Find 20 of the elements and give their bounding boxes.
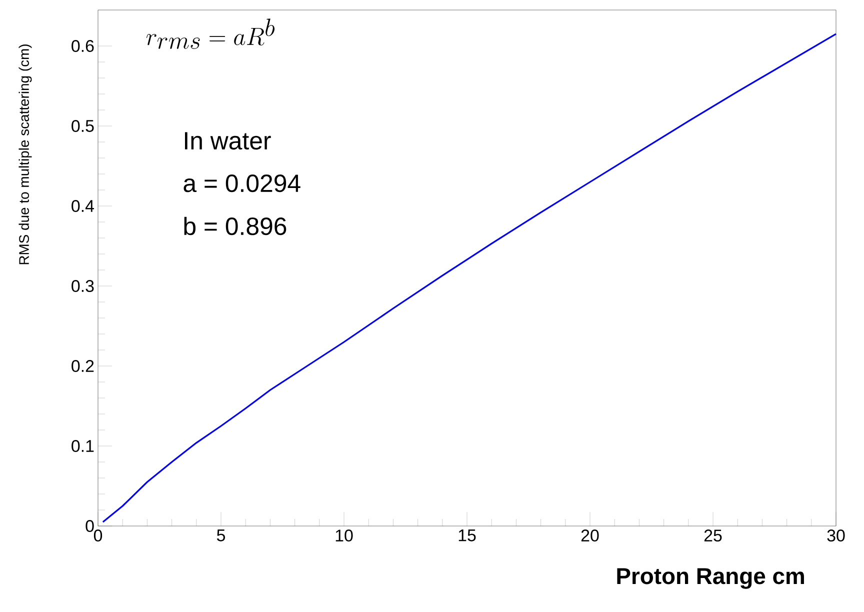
x-tick-label: 30	[827, 530, 845, 542]
x-tick-label: 5	[216, 530, 225, 542]
y-tick-label: 0.2	[72, 360, 94, 372]
x-tick-label: 10	[336, 530, 353, 542]
y-tick-label: 0.3	[72, 280, 94, 292]
y-tick-label: 0.1	[72, 440, 94, 452]
y-axis-title: RMS due to multiple scattering (cm)	[18, 44, 32, 264]
x-tick-label: 20	[581, 530, 599, 542]
y-tick-label: 0.6	[72, 40, 94, 52]
y-tick-label: 0.5	[72, 120, 94, 132]
annotation: $r_{rms} = aR^b$	[146, 18, 275, 49]
annotation: a = 0.0294	[184, 174, 300, 192]
annotation: In water	[185, 132, 271, 150]
x-tick-label: 15	[458, 530, 476, 542]
annotation: b = 0.896	[184, 216, 286, 236]
x-tick-label: 0	[94, 530, 102, 542]
y-tick-label: 0.4	[72, 200, 94, 212]
y-tick-label: 0	[86, 520, 94, 532]
x-axis-title: Proton Range cm	[617, 568, 804, 589]
x-tick-label: 25	[704, 530, 722, 542]
